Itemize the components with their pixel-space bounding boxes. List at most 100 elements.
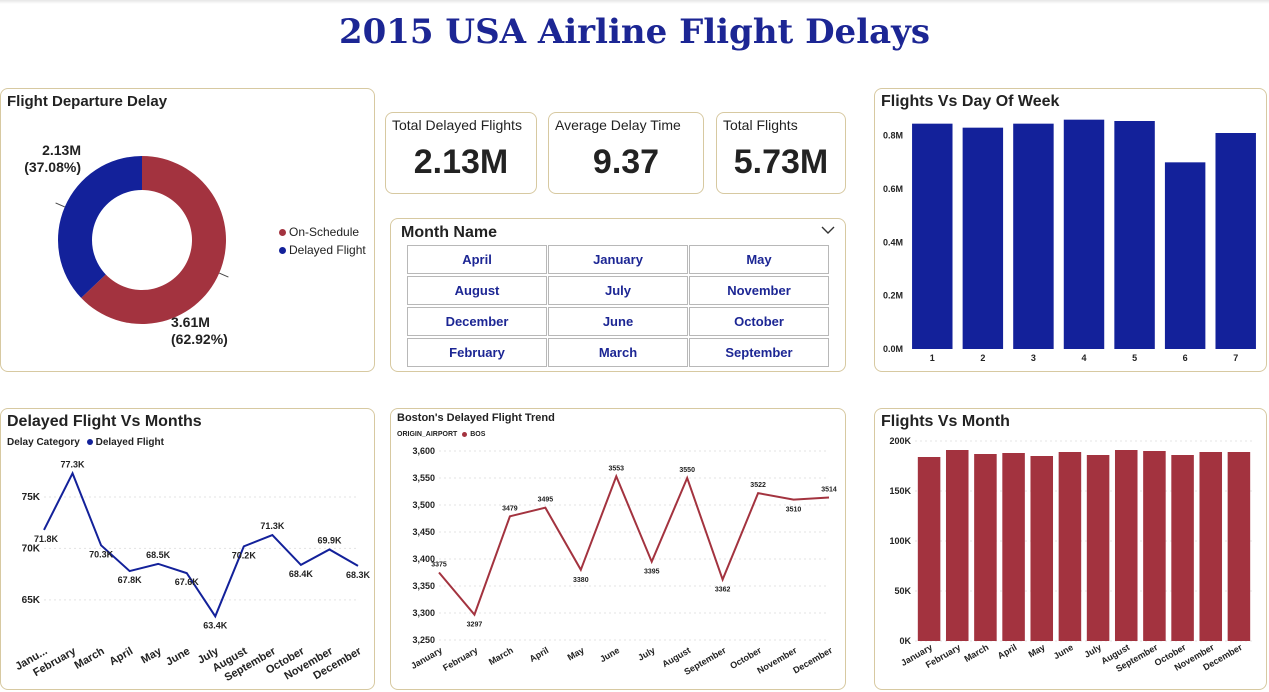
legend-series: BOS — [470, 431, 486, 438]
bar-february — [945, 450, 969, 641]
bar-september — [1143, 451, 1166, 641]
y-tick-label: 0.2M — [883, 291, 903, 301]
y-tick-label: 3,600 — [412, 446, 435, 456]
bar-november — [1199, 452, 1223, 641]
slicer-option-december[interactable]: December — [407, 307, 547, 336]
data-label-october: 68.4K — [289, 569, 314, 579]
donut-leader-on-schedule — [219, 272, 229, 278]
departure-delay-chart: 3.61M(62.92%) 2.13M(37.08%) — [24, 142, 229, 347]
slicer-option-march[interactable]: March — [548, 338, 688, 367]
dow-card: Flights Vs Day Of Week 0.0M 0.2M 0.4M 0.6M 0… — [874, 88, 1267, 372]
x-tick-label-may: May — [139, 645, 164, 667]
x-tick-label-june: June — [1052, 642, 1075, 661]
data-label-february: 3297 — [467, 622, 483, 629]
y-tick-label: 100K — [889, 536, 911, 546]
donut-pct-label-on-schedule: (62.92%) — [171, 331, 228, 347]
bar-december — [1227, 452, 1251, 641]
kpi-avg-delay-card: Average Delay Time 9.37 — [548, 112, 704, 194]
bar-july — [1086, 455, 1110, 641]
slicer-option-october[interactable]: October — [689, 307, 829, 336]
top-border — [0, 0, 1269, 4]
x-tick-label-april: April — [107, 645, 135, 668]
y-tick-label: 3,550 — [412, 473, 435, 483]
donut-value-label-delayed-flight: 2.13M — [42, 142, 81, 158]
flights-month-card: Flights Vs Month 0K 50K 100K 150K 200K Januar… — [874, 408, 1267, 690]
boston-card: Boston's Delayed Flight Trend ORIGIN_AIR… — [390, 408, 846, 690]
slicer-option-august[interactable]: August — [407, 276, 547, 305]
legend-dot — [462, 431, 468, 437]
data-label-may: 3380 — [573, 577, 589, 584]
slicer-option-april[interactable]: April — [407, 245, 547, 274]
bar-1 — [912, 123, 953, 349]
y-tick-label: 3,250 — [412, 635, 435, 645]
data-label-april: 67.8K — [118, 575, 143, 585]
x-tick-label-4: 4 — [1081, 353, 1086, 363]
kpi-total-flights-card: Total Flights 5.73M — [716, 112, 846, 194]
slicer-option-september[interactable]: September — [689, 338, 829, 367]
data-label-september: 3362 — [715, 587, 731, 594]
x-tick-label-april: April — [528, 645, 551, 664]
delayed-months-chart: 65K70K75K71.8KJanu...77.3KFebruary70.3KM… — [13, 459, 370, 684]
y-tick-label: 50K — [894, 586, 911, 596]
departure-delay-title: Flight Departure Delay — [7, 93, 168, 110]
y-tick-label: 0K — [899, 636, 911, 646]
boston-chart: 3,250 3,300 3,350 3,400 3,450 3,500 3,550 3,600… — [409, 446, 837, 677]
departure-legend: On-Schedule Delayed Flight — [279, 223, 366, 259]
x-tick-label-1: 1 — [930, 353, 935, 363]
x-tick-label-july: July — [636, 645, 657, 663]
bar-4 — [1063, 119, 1105, 350]
data-label-march: 70.3K — [89, 549, 114, 559]
dow-title: Flights Vs Day Of Week — [881, 93, 1060, 110]
slicer-option-november[interactable]: November — [689, 276, 829, 305]
data-label-september: 71.3K — [260, 521, 285, 531]
x-tick-label-february: February — [441, 645, 479, 673]
bar-january — [917, 457, 941, 641]
x-tick-label-march: March — [962, 642, 990, 664]
kpi-total-flights-label: Total Flights — [723, 117, 798, 133]
bar-may — [1030, 456, 1054, 641]
kpi-avg-delay-value: 9.37 — [592, 143, 660, 181]
legend-label-on-schedule: On-Schedule — [289, 225, 360, 239]
kpi-total-delayed-card: Total Delayed Flights 2.13M — [385, 112, 537, 194]
chevron-down-icon[interactable] — [821, 225, 835, 235]
y-tick-label: 0.8M — [883, 131, 903, 141]
month-slicer-title: Month Name — [401, 224, 497, 241]
slicer-option-may[interactable]: May — [689, 245, 829, 274]
data-label-august: 70.2K — [232, 550, 257, 560]
donut-slice-on-schedule — [81, 156, 226, 324]
x-tick-label-april: April — [996, 642, 1019, 661]
y-tick-label: 0.4M — [883, 237, 903, 247]
data-label-december: 3514 — [821, 486, 837, 493]
month-slicer-options: April January May August July November D… — [407, 245, 829, 367]
bar-5 — [1114, 121, 1155, 349]
slicer-option-february[interactable]: February — [407, 338, 547, 367]
kpi-total-delayed-value: 2.13M — [413, 143, 509, 181]
x-tick-label-june: June — [164, 645, 192, 668]
bar-2 — [962, 127, 1004, 349]
data-label-may: 68.5K — [146, 550, 171, 560]
bar-june — [1058, 452, 1082, 641]
flights-month-title: Flights Vs Month — [881, 413, 1010, 430]
y-tick-label: 3,450 — [412, 527, 435, 537]
x-tick-label-january: January — [409, 645, 444, 671]
legend-dot — [86, 439, 93, 446]
y-tick-label: 200K — [889, 436, 911, 446]
series-line-delayed-flight — [43, 470, 359, 619]
legend-title: Delay Category — [7, 437, 80, 448]
legend-dot-delayed — [279, 247, 286, 255]
bar-april — [1002, 453, 1025, 641]
x-tick-label-june: June — [598, 645, 621, 664]
legend-item-delayed: Delayed Flight — [279, 241, 366, 259]
y-tick-label: 0.6M — [883, 184, 903, 194]
x-tick-label-november: November — [755, 645, 799, 676]
bar-october — [1171, 455, 1194, 641]
legend-label-delayed: Delayed Flight — [289, 243, 366, 257]
slicer-option-june[interactable]: June — [548, 307, 688, 336]
y-tick-label: 3,400 — [412, 554, 435, 564]
dow-chart: 0.0M 0.2M 0.4M 0.6M 0.8M 1 2 3 4 5 6 7 — [883, 119, 1256, 363]
data-label-january: 3375 — [431, 562, 447, 569]
slicer-option-july[interactable]: July — [548, 276, 688, 305]
bar-august — [1114, 450, 1138, 641]
slicer-option-january[interactable]: January — [548, 245, 688, 274]
